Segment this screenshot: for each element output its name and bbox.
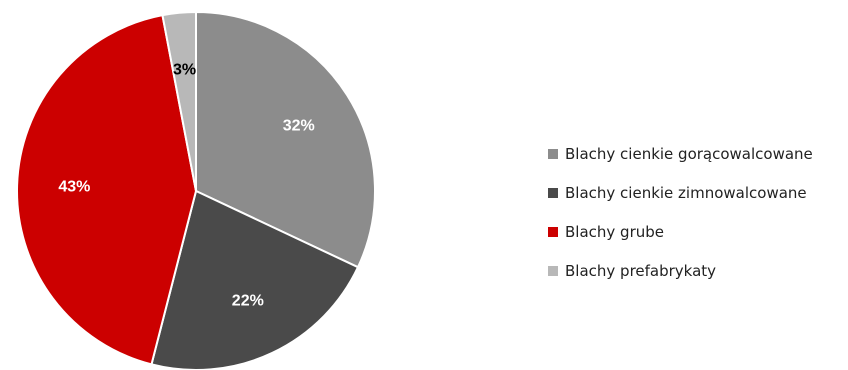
legend: Blachy cienkie gorącowalcowane Blachy cie… <box>548 145 813 280</box>
pie-data-labels: 32% 22% 43% 3% <box>58 61 314 309</box>
pie-slice-blachy-grube <box>16 14 197 366</box>
pie-slice-blachy-cienkie-zimnowalcowane <box>150 190 359 370</box>
pie-slice-blachy-cienkie-goracowalcowane <box>195 11 376 269</box>
legend-item-blachy-grube: Blachy grube <box>548 223 664 241</box>
data-label-blachy-prefabrykaty: 3% <box>173 61 196 78</box>
legend-item-blachy-cienkie-goracowalcowane: Blachy cienkie gorącowalcowane <box>548 145 813 163</box>
legend-swatch <box>548 227 558 237</box>
data-label-blachy-cienkie-zimnowalcowane: 22% <box>232 293 264 310</box>
legend-item-blachy-cienkie-zimnowalcowane: Blachy cienkie zimnowalcowane <box>548 184 807 202</box>
data-label-blachy-cienkie-goracowalcowane: 32% <box>283 117 315 134</box>
pie-slice-blachy-prefabrykaty <box>161 11 197 192</box>
legend-swatch <box>548 188 558 198</box>
legend-label: Blachy prefabrykaty <box>565 262 716 280</box>
legend-swatch <box>548 266 558 276</box>
legend-label: Blachy cienkie gorącowalcowane <box>565 145 813 163</box>
legend-label: Blachy grube <box>565 223 664 241</box>
legend-label: Blachy cienkie zimnowalcowane <box>565 184 807 202</box>
legend-swatch <box>548 149 558 159</box>
data-label-blachy-grube: 43% <box>58 179 90 196</box>
pie-slices <box>16 11 376 370</box>
legend-item-blachy-prefabrykaty: Blachy prefabrykaty <box>548 262 716 280</box>
